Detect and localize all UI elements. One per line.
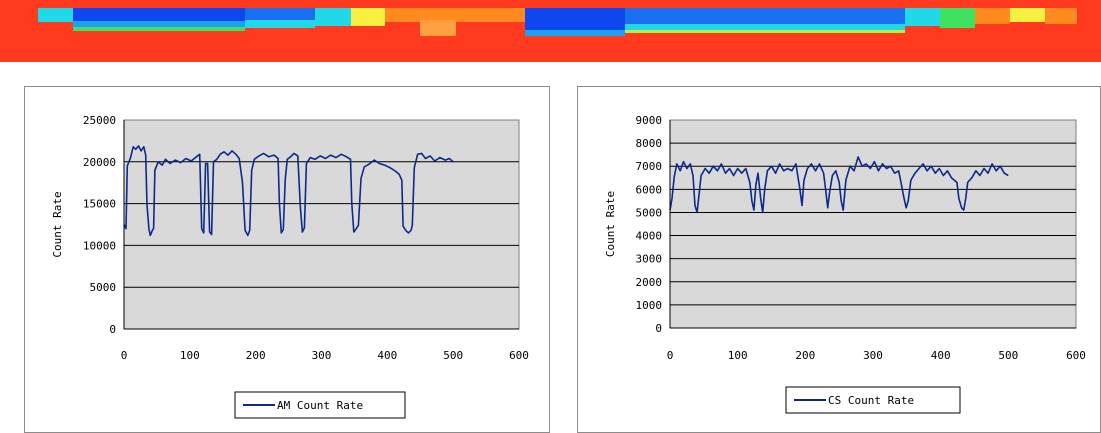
am-x-tick-label: 500: [443, 349, 463, 362]
heatmap-segment: [38, 8, 73, 22]
heatmap-segment: [245, 8, 315, 20]
cs-x-tick-label: 400: [931, 349, 951, 362]
am-count-rate-chart: 0 5000 10000 15000 20000 25000 0 100 200 300 400 50…: [24, 86, 550, 433]
cs-x-tick-label: 500: [998, 349, 1018, 362]
heatmap-segment: [975, 8, 1010, 24]
am-chart-svg: 0 5000 10000 15000 20000 25000 0 100 200 300 400 50…: [51, 114, 529, 419]
heatmap-segment: [73, 27, 245, 31]
am-x-tick-label: 200: [246, 349, 266, 362]
cs-x-tick-label: 100: [728, 349, 748, 362]
heatmap-segment: [315, 8, 351, 26]
cs-y-tick-label: 3000: [636, 253, 663, 266]
heatmap-segment: [1045, 8, 1077, 24]
cs-chart-svg: 0 1000 2000 3000 4000 5000 6000 7000 8000 9000 0 10…: [604, 114, 1086, 414]
heatmap-segment: [73, 21, 245, 27]
heatmap-segment: [525, 30, 625, 36]
am-x-tick-label: 400: [377, 349, 397, 362]
heatmap-segment: [905, 8, 940, 26]
cs-y-tick-label: 1000: [636, 299, 663, 312]
cs-x-tick-label: 600: [1066, 349, 1086, 362]
cs-y-tick-label: 2000: [636, 276, 663, 289]
heatmap-segment: [625, 8, 905, 24]
am-y-tick-label: 25000: [83, 114, 116, 127]
heatmap-segment: [245, 20, 315, 28]
am-y-tick-label: 20000: [83, 156, 116, 169]
heatmap-segment: [625, 24, 905, 30]
heatmap-segment: [940, 8, 975, 28]
heatmap-segment: [385, 8, 525, 22]
am-legend-label: AM Count Rate: [277, 399, 363, 412]
heatmap-segment: [525, 8, 625, 30]
cs-y-tick-label: 0: [655, 322, 662, 335]
am-y-tick-label: 15000: [83, 198, 116, 211]
cs-y-tick-label: 9000: [636, 114, 663, 127]
heatmap-segment: [73, 8, 245, 21]
heatmap-segment: [420, 20, 456, 36]
am-y-tick-label: 5000: [90, 281, 117, 294]
am-y-axis-title: Count Rate: [51, 191, 64, 257]
am-x-tick-label: 100: [180, 349, 200, 362]
heatmap-segment: [351, 8, 385, 26]
cs-x-tick-label: 300: [863, 349, 883, 362]
am-y-tick-label: 0: [109, 323, 116, 336]
am-x-tick-label: 300: [312, 349, 332, 362]
am-series-line: [123, 145, 454, 237]
cs-x-tick-label: 200: [795, 349, 815, 362]
am-x-tick-label: 600: [509, 349, 529, 362]
cs-legend-label: CS Count Rate: [828, 394, 914, 407]
heatmap-segment: [625, 30, 905, 33]
cs-y-tick-label: 5000: [636, 206, 663, 219]
cs-count-rate-chart: 0 1000 2000 3000 4000 5000 6000 7000 8000 9000 0 10…: [577, 86, 1101, 433]
cs-y-axis-title: Count Rate: [604, 191, 617, 257]
cs-plot-area: [669, 119, 1077, 329]
heatmap-strip: [0, 0, 1101, 62]
am-legend-box: [234, 391, 406, 419]
heatmap-segment: [1010, 8, 1045, 22]
cs-y-tick-label: 7000: [636, 160, 663, 173]
am-plot-area: [123, 119, 520, 330]
cs-x-tick-label: 0: [667, 349, 674, 362]
cs-y-tick-label: 4000: [636, 230, 663, 243]
am-y-tick-label: 10000: [83, 239, 116, 252]
cs-series-line: [669, 156, 1009, 214]
cs-y-tick-label: 8000: [636, 137, 663, 150]
cs-y-tick-label: 6000: [636, 183, 663, 196]
am-x-tick-label: 0: [121, 349, 128, 362]
